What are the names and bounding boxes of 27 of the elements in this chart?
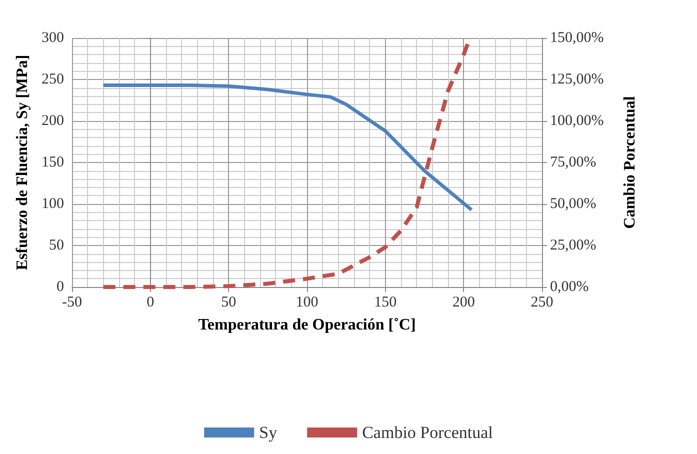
line-series — [102, 84, 474, 212]
x-tick-label: 100 — [296, 294, 318, 310]
y2-tick-label: 50,00% — [550, 196, 596, 212]
x-tick-label: 150 — [374, 294, 397, 310]
x-tick-label: 0 — [146, 294, 154, 310]
y-tick-label: 0 — [56, 279, 64, 295]
x-tick-label: -50 — [62, 294, 82, 310]
y-tick-label: 300 — [42, 30, 64, 46]
x-tick-label: 50 — [221, 294, 236, 310]
x-tick-label: 200 — [452, 294, 475, 310]
y2-tick-label: 125,00% — [550, 72, 604, 88]
y-tick-label: 100 — [42, 196, 64, 212]
y2-tick-label: 100,00% — [550, 113, 604, 129]
y-tick-label: 150 — [42, 154, 64, 170]
y-tick-label: 50 — [49, 238, 64, 254]
legend-label: Sy — [259, 423, 278, 442]
y2-tick-label: 150,00% — [550, 30, 604, 46]
x-tick-label: 250 — [530, 294, 554, 310]
y2-tick-label: 75,00% — [550, 154, 596, 170]
legend-label: Cambio Porcentual — [362, 423, 494, 442]
x-axis-title: Temperatura de Operación [˚C] — [198, 316, 416, 334]
y2-axis-title: Cambio Porcentual — [622, 96, 638, 229]
y-tick-label: 200 — [42, 113, 64, 129]
y2-tick-label: 25,00% — [550, 238, 596, 254]
y2-tick-label: 0,00% — [550, 279, 589, 295]
y-tick-label: 250 — [42, 72, 64, 88]
y-axis-title: Esfuerzo de Fluencia, Sy [MPa] — [14, 54, 32, 270]
